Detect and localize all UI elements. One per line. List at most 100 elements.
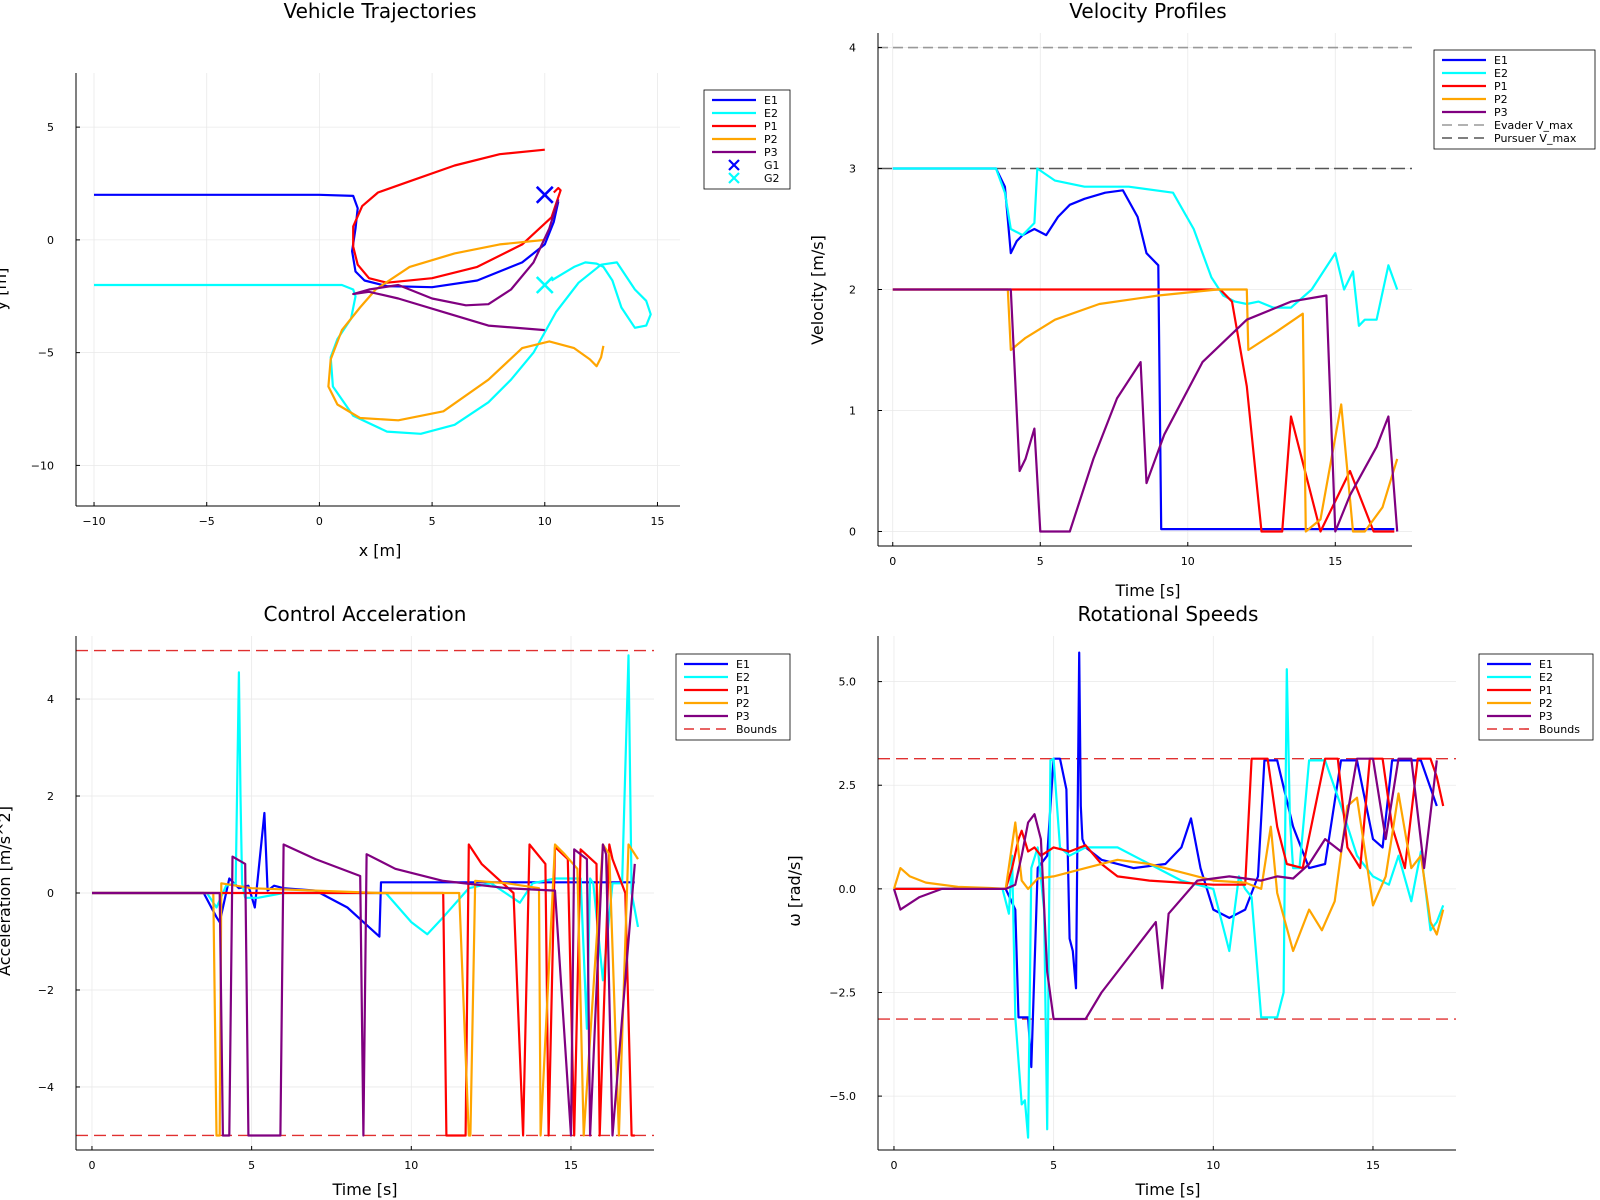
rotation-ytick-label: −5.0	[829, 1090, 856, 1103]
trajectory-ytick-label: −10	[31, 459, 54, 472]
acceleration-ylabel: Acceleration [m/s^2]	[0, 806, 14, 976]
trajectory-marker-g2	[535, 276, 554, 294]
velocity-series-e1	[892, 167, 1395, 531]
acceleration-ytick-label: 4	[47, 693, 54, 706]
trajectory-legend-label: E1	[764, 94, 778, 107]
velocity-ytick-label: 1	[849, 404, 856, 417]
acceleration-panel: Control Acceleration Time [s] Accelerati…	[0, 602, 791, 1199]
trajectory-xtick-label: 5	[429, 515, 436, 528]
velocity-legend-label: E2	[1494, 67, 1508, 80]
acceleration-legend-label: Bounds	[736, 723, 777, 736]
velocity-ytick-label: 2	[849, 284, 856, 297]
rotation-xtick-label: 0	[890, 1159, 897, 1172]
acceleration-series-p1	[92, 843, 635, 1137]
trajectory-legend-label: E2	[764, 107, 778, 120]
rotation-legend-label: P3	[1539, 710, 1553, 723]
velocity-ylabel: Velocity [m/s]	[808, 235, 827, 345]
rotation-series-p1	[894, 757, 1445, 891]
velocity-legend-label: Evader V_max	[1494, 119, 1573, 132]
velocity-ytick-label: 3	[849, 163, 856, 176]
trajectory-series-p2	[327, 238, 605, 422]
trajectory-ytick-label: 0	[47, 234, 54, 247]
velocity-xlabel: Time [s]	[1114, 581, 1180, 600]
rotation-series-e1	[894, 651, 1438, 1069]
velocity-xtick-label: 10	[1181, 555, 1195, 568]
trajectory-ylabel: y [m]	[0, 268, 10, 311]
rotation-xtick-label: 5	[1050, 1159, 1057, 1172]
trajectory-title: Vehicle Trajectories	[283, 0, 476, 23]
rotation-legend-label: E2	[1539, 671, 1553, 684]
rotation-ylabel: ω [rad/s]	[785, 855, 804, 926]
rotation-legend-label: E1	[1539, 658, 1553, 671]
trajectory-legend-label: P3	[764, 146, 778, 159]
acceleration-legend-label: E1	[736, 658, 750, 671]
trajectory-marker-g1	[535, 185, 554, 204]
trajectory-ytick-label: −5	[38, 347, 54, 360]
trajectory-legend-label: P2	[764, 133, 778, 146]
acceleration-legend-label: P1	[736, 684, 750, 697]
rotation-legend-label: P2	[1539, 697, 1553, 710]
trajectory-legend-swatch	[728, 172, 740, 184]
rotation-panel: Rotational Speeds Time [s] ω [rad/s] 0 5 1…	[785, 602, 1594, 1199]
rotation-xtick-label: 15	[1366, 1159, 1380, 1172]
acceleration-ytick-label: −4	[38, 1081, 54, 1094]
velocity-legend-label: E1	[1494, 54, 1508, 67]
rotation-series-p3	[892, 757, 1438, 1021]
rotation-ytick-label: 2.5	[839, 779, 857, 792]
rotation-legend-label: Bounds	[1539, 723, 1580, 736]
acceleration-xtick-label: 5	[248, 1159, 255, 1172]
velocity-legend-label: P3	[1494, 106, 1508, 119]
trajectory-series-e2	[94, 261, 652, 435]
trajectory-series-e1	[94, 193, 560, 289]
acceleration-legend-label: P2	[736, 697, 750, 710]
trajectory-series-p3	[352, 198, 560, 332]
trajectory-legend-label: G1	[764, 159, 780, 172]
rotation-ytick-label: 5.0	[839, 676, 857, 689]
trajectory-legend-label: G2	[764, 172, 780, 185]
velocity-ytick-label: 0	[849, 525, 856, 538]
trajectory-xlabel: x [m]	[359, 541, 402, 560]
velocity-series-p3	[892, 288, 1399, 533]
acceleration-title: Control Acceleration	[264, 602, 467, 626]
trajectory-legend-label: P1	[764, 120, 778, 133]
velocity-panel: Velocity Profiles Time [s] Velocity [m/s…	[808, 0, 1596, 600]
acceleration-ytick-label: 2	[47, 790, 54, 803]
velocity-legend-label: P2	[1494, 93, 1508, 106]
acceleration-ytick-label: −2	[38, 984, 54, 997]
acceleration-xtick-label: 0	[88, 1159, 95, 1172]
trajectory-xtick-label: −10	[82, 515, 105, 528]
velocity-legend-label: Pursuer V_max	[1494, 132, 1577, 145]
rotation-title: Rotational Speeds	[1078, 602, 1259, 626]
acceleration-xlabel: Time [s]	[331, 1180, 397, 1199]
acceleration-legend-label: P3	[736, 710, 750, 723]
acceleration-ytick-label: 0	[47, 887, 54, 900]
trajectory-ytick-label: 5	[47, 121, 54, 134]
rotation-xlabel: Time [s]	[1134, 1180, 1200, 1199]
acceleration-legend-frame	[675, 653, 791, 741]
velocity-title: Velocity Profiles	[1069, 0, 1226, 23]
velocity-series-p1	[892, 288, 1395, 533]
velocity-xtick-label: 5	[1037, 555, 1044, 568]
acceleration-xtick-label: 10	[404, 1159, 418, 1172]
trajectory-xtick-label: −5	[199, 515, 215, 528]
trajectory-xtick-label: 10	[538, 515, 552, 528]
trajectory-panel: Vehicle Trajectories x [m] y [m] −10 −5 0 5…	[0, 0, 791, 560]
acceleration-legend-label: E2	[736, 671, 750, 684]
rotation-legend-label: P1	[1539, 684, 1553, 697]
acceleration-xtick-label: 15	[564, 1159, 578, 1172]
acceleration-series-p3	[92, 843, 636, 1137]
trajectory-legend-swatch	[728, 159, 740, 171]
rotation-xtick-label: 10	[1206, 1159, 1220, 1172]
velocity-ytick-label: 4	[849, 42, 856, 55]
trajectory-xtick-label: 0	[316, 515, 323, 528]
velocity-legend-label: P1	[1494, 80, 1508, 93]
trajectory-xtick-label: 15	[650, 515, 664, 528]
rotation-legend-frame	[1478, 653, 1594, 741]
velocity-series-p2	[892, 288, 1399, 533]
acceleration-series-e2	[92, 654, 640, 1030]
